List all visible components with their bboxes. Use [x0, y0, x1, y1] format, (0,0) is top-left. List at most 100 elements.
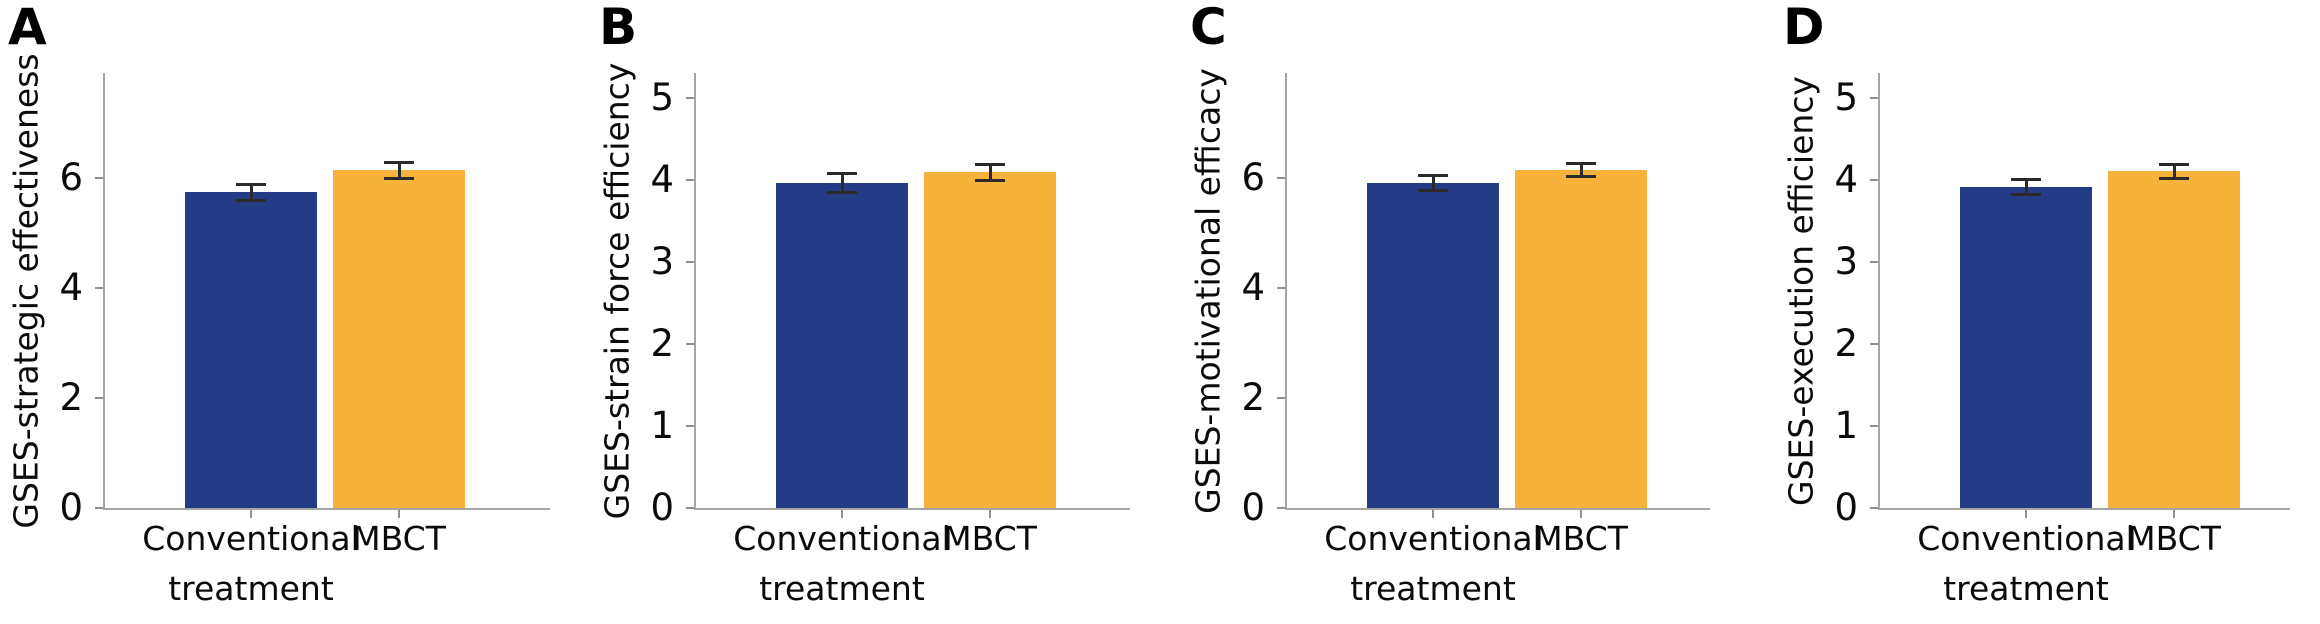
x-tick-mark	[398, 510, 400, 518]
x-axis-spine	[103, 508, 550, 510]
y-axis-spine	[103, 73, 105, 510]
y-tick-label: 2	[650, 321, 674, 365]
y-tick-mark	[1277, 507, 1285, 509]
y-tick-mark	[1277, 176, 1285, 179]
x-category-label-conventional-treatment: Conventional treatment	[1324, 519, 1542, 608]
error-bar-line	[397, 162, 401, 179]
bar-mbct	[333, 170, 465, 508]
y-tick-label: 0	[1241, 486, 1265, 529]
x-tick-mark	[2025, 510, 2027, 518]
y-tick-label: 4	[1241, 265, 1265, 309]
x-axis-spine	[1285, 508, 1710, 510]
error-bar-cap-bottom	[827, 190, 857, 194]
error-bar-cap-top	[384, 161, 414, 165]
error-bar-cap-bottom	[975, 179, 1005, 183]
error-bar-cap-bottom	[236, 198, 266, 202]
y-tick-label: 2	[1241, 375, 1265, 419]
error-bar-line	[2024, 179, 2028, 195]
error-bar-cap-top	[1566, 161, 1596, 165]
error-bar-line	[249, 184, 253, 201]
y-tick-mark	[1870, 342, 1878, 345]
panel-letter-B: B	[599, 0, 638, 56]
y-tick-mark	[686, 424, 694, 427]
chart-panel-D: D GSES-execution efficiency 0 1 2 3 4 5 Conventi…	[1740, 0, 2320, 624]
error-bar-cap-bottom	[1418, 188, 1448, 192]
bar-mbct	[2108, 171, 2240, 508]
x-axis-spine	[694, 508, 1130, 510]
y-tick-mark	[95, 286, 103, 289]
y-tick-mark	[1870, 178, 1878, 181]
x-category-label-conventional-treatment: Conventional treatment	[142, 519, 360, 608]
error-bar-cap-top	[236, 183, 266, 187]
x-category-label-mbct: MBCT	[943, 519, 1037, 558]
y-tick-label: 2	[59, 375, 83, 419]
x-category-label-mbct: MBCT	[352, 519, 446, 558]
bar-mbct	[924, 172, 1056, 508]
error-bar-line	[1431, 175, 1435, 191]
y-tick-label: 5	[650, 75, 674, 119]
x-category-label-mbct: MBCT	[1534, 519, 1628, 558]
panel-letter-A: A	[8, 0, 47, 56]
chart-panel-C: C GSES-motivational efficacy 0 2 4 6 Conventio…	[1160, 0, 1740, 624]
y-tick-label: 4	[650, 157, 674, 201]
y-tick-mark	[1870, 96, 1878, 99]
y-axis-spine	[1285, 73, 1287, 510]
y-tick-mark	[1870, 424, 1878, 427]
bar-mbct	[1515, 169, 1647, 508]
y-tick-mark	[1277, 286, 1285, 289]
y-tick-label: 0	[59, 486, 83, 529]
error-bar-line	[2172, 164, 2176, 179]
y-tick-label: 4	[59, 265, 83, 309]
x-category-label-mbct: MBCT	[2127, 519, 2221, 558]
x-axis-spine	[1878, 508, 2290, 510]
y-tick-label: 3	[1834, 239, 1858, 283]
y-tick-label: 1	[1834, 403, 1858, 447]
y-tick-label: 1	[650, 403, 674, 447]
error-bar-cap-top	[1418, 174, 1448, 178]
y-tick-label: 6	[59, 155, 83, 199]
x-category-label-conventional-treatment: Conventional treatment	[1917, 519, 2135, 608]
y-tick-mark	[686, 507, 694, 509]
chart-panel-B: B GSES-strain force efficiency 0 1 2 3 4 5 Conve…	[580, 0, 1160, 624]
chart-panel-A: A GSES-strategic effectiveness 0 2 4 6 Convent…	[0, 0, 580, 624]
bar-conventional-treatment	[1367, 183, 1499, 508]
bar-conventional-treatment	[1960, 187, 2092, 508]
error-bar-cap-top	[827, 172, 857, 176]
error-bar-cap-bottom	[2011, 192, 2041, 196]
y-axis-spine	[694, 73, 696, 510]
y-tick-mark	[95, 507, 103, 509]
error-bar-cap-bottom	[2159, 177, 2189, 181]
error-bar-line	[1579, 163, 1583, 177]
y-tick-label: 5	[1834, 75, 1858, 119]
bar-conventional-treatment	[185, 192, 317, 508]
y-tick-mark	[686, 342, 694, 345]
x-tick-mark	[1580, 510, 1582, 518]
y-tick-mark	[686, 96, 694, 99]
y-tick-mark	[95, 176, 103, 179]
y-tick-label: 0	[1834, 486, 1858, 529]
bar-conventional-treatment	[776, 182, 908, 508]
panel-letter-C: C	[1190, 0, 1227, 56]
y-tick-mark	[686, 260, 694, 263]
error-bar-line	[840, 173, 844, 192]
panel-letter-D: D	[1783, 0, 1825, 56]
error-bar-cap-top	[975, 162, 1005, 166]
x-category-label-conventional-treatment: Conventional treatment	[733, 519, 951, 608]
y-tick-label: 6	[1241, 155, 1265, 199]
y-tick-mark	[1870, 260, 1878, 263]
y-tick-label: 2	[1834, 321, 1858, 365]
y-axis-spine	[1878, 73, 1880, 510]
error-bar-cap-bottom	[384, 176, 414, 180]
error-bar-cap-bottom	[1566, 175, 1596, 179]
y-tick-mark	[686, 178, 694, 181]
error-bar-cap-top	[2011, 178, 2041, 182]
x-tick-mark	[2173, 510, 2175, 518]
y-tick-mark	[95, 396, 103, 399]
y-tick-label: 3	[650, 239, 674, 283]
y-tick-label: 0	[650, 486, 674, 529]
y-tick-mark	[1277, 396, 1285, 399]
error-bar-cap-top	[2159, 162, 2189, 166]
y-tick-label: 4	[1834, 157, 1858, 201]
x-tick-mark	[250, 510, 252, 518]
